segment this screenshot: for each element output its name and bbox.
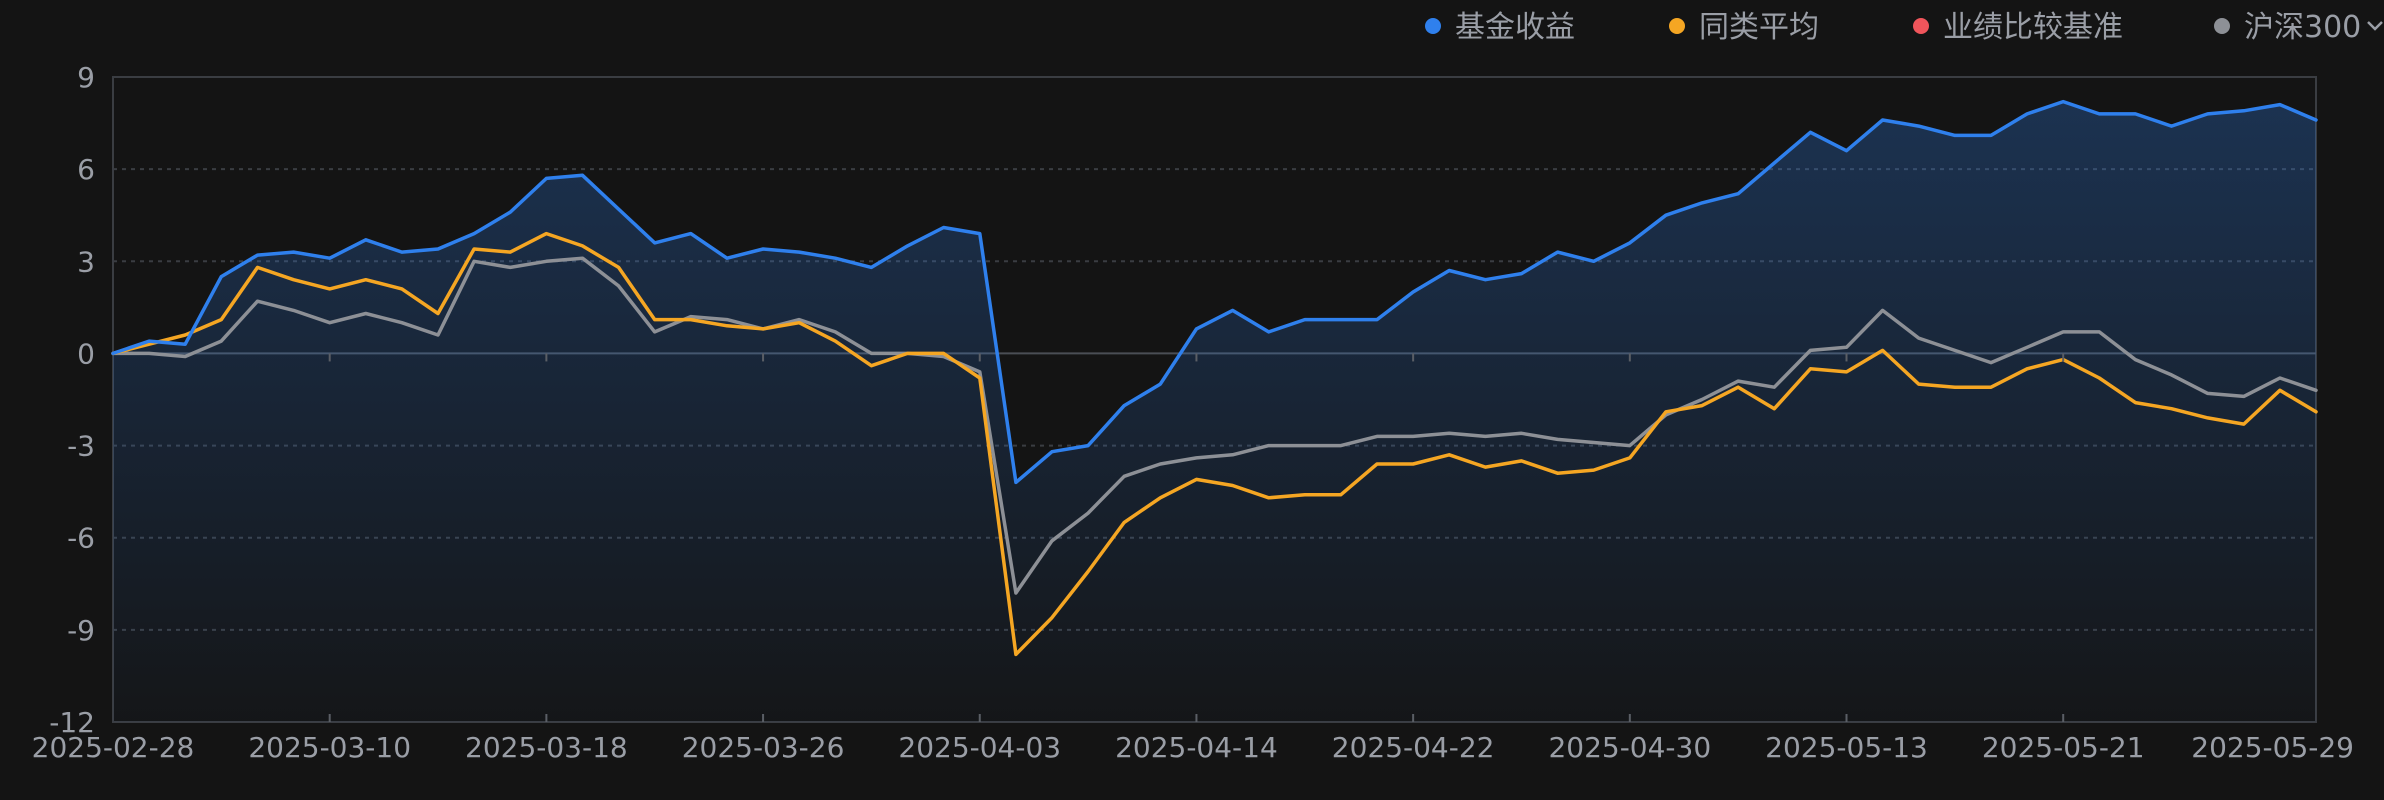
legend-label: 业绩比较基准 [1943, 10, 2123, 45]
legend-dot-icon [1425, 18, 1441, 34]
x-tick-label: 2025-05-13 [1765, 731, 1928, 764]
x-tick-label: 2025-05-21 [1982, 731, 2145, 764]
legend-item-peer-average[interactable]: 同类平均 [1669, 10, 1819, 45]
x-tick-label: 2025-04-14 [1115, 731, 1278, 764]
y-tick-label: -12 [49, 706, 95, 739]
y-tick-label: 3 [77, 245, 95, 278]
y-tick-label: 0 [77, 337, 95, 370]
legend-label: 基金收益 [1455, 10, 1575, 45]
legend: 基金收益 同类平均 业绩比较基准 沪深300 [1425, 10, 2383, 45]
legend-item-csi300[interactable]: 沪深300 [2214, 10, 2361, 45]
legend-dot-icon [1913, 18, 1929, 34]
peer-average-line [111, 231, 2318, 657]
fund-area [113, 101, 2316, 723]
series-lines [111, 99, 2318, 657]
csi300-line [111, 256, 2318, 595]
y-tick-label: -3 [67, 430, 95, 463]
y-tick-label: 6 [77, 153, 95, 186]
legend-item-benchmark[interactable]: 业绩比较基准 [1913, 10, 2123, 45]
x-tick-label: 2025-03-10 [248, 731, 411, 764]
fund-return-line [111, 99, 2318, 485]
x-axis: 2025-02-28 2025-03-10 2025-03-18 2025-03-26… [32, 353, 2354, 764]
y-tick-label: 9 [77, 61, 95, 94]
x-tick-label: 2025-04-03 [898, 731, 1061, 764]
legend-dot-icon [2214, 18, 2230, 34]
x-tick-label: 2025-04-22 [1332, 731, 1495, 764]
legend-item-fund[interactable]: 基金收益 [1425, 10, 1575, 45]
y-tick-label: -6 [67, 522, 95, 555]
x-tick-label: 2025-03-18 [465, 731, 628, 764]
x-tick-label: 2025-02-28 [32, 731, 195, 764]
legend-label: 沪深300 [2244, 10, 2361, 45]
x-tick-label: 2025-03-26 [682, 731, 845, 764]
fund-area-fill [113, 101, 2316, 723]
x-tick-label: 2025-04-30 [1548, 731, 1711, 764]
legend-label: 同类平均 [1699, 10, 1819, 45]
y-tick-label: -9 [67, 614, 95, 647]
legend-dot-icon [1669, 18, 1685, 34]
x-tick-label: 2025-05-29 [2191, 731, 2354, 764]
y-axis: 9 6 3 0 -3 -6 -9 -12 [49, 61, 95, 739]
chevron-down-icon[interactable] [2367, 21, 2383, 31]
